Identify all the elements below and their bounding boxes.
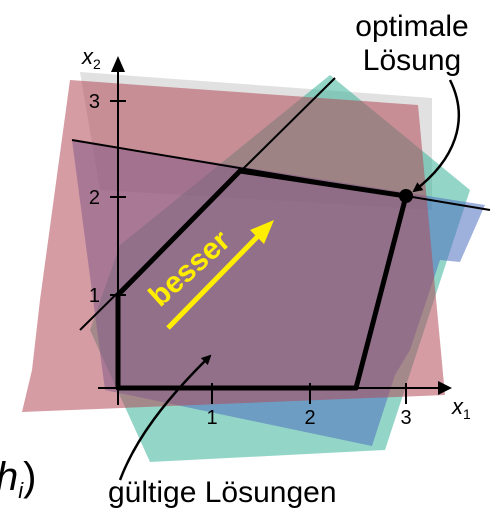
x-axis-arrowhead bbox=[438, 381, 452, 395]
y-axis-label-sub: 2 bbox=[93, 56, 101, 72]
optimum-label-line2: Lösung bbox=[363, 44, 461, 77]
feasible-callout-arrow bbox=[118, 354, 212, 481]
cut-off-formula: hi) bbox=[0, 455, 36, 503]
optimum-callout-arrow bbox=[412, 79, 460, 193]
y-tick-label-3: 3 bbox=[89, 91, 100, 113]
direction-arrow-shaft bbox=[166, 230, 264, 330]
cut-off-h: h bbox=[0, 455, 18, 499]
x-axis-label-sub: 1 bbox=[463, 406, 471, 422]
halfplane-red bbox=[22, 80, 445, 412]
cut-off-paren: ) bbox=[23, 455, 36, 499]
y-axis-label-main: x bbox=[81, 44, 94, 69]
y-tick-label-2: 2 bbox=[89, 187, 100, 209]
y-axis-arrowhead bbox=[111, 56, 125, 72]
cut-off-sub: i bbox=[18, 478, 24, 503]
x-tick-label-3: 3 bbox=[400, 407, 411, 429]
y-tick-label-1: 1 bbox=[89, 285, 100, 307]
x-axis-label: x1 bbox=[451, 394, 471, 422]
optimum-point bbox=[399, 189, 413, 203]
x-tick-label-1: 1 bbox=[206, 407, 217, 429]
feasible-label: gültige Lösungen bbox=[108, 476, 337, 509]
y-axis-label: x2 bbox=[81, 44, 101, 72]
x-tick-label-2: 2 bbox=[304, 407, 315, 429]
optimum-label-line1: optimale bbox=[355, 10, 468, 43]
x-axis-label-main: x bbox=[451, 394, 464, 419]
feasible-region-outline bbox=[115, 168, 409, 391]
direction-arrow-head bbox=[250, 220, 274, 244]
